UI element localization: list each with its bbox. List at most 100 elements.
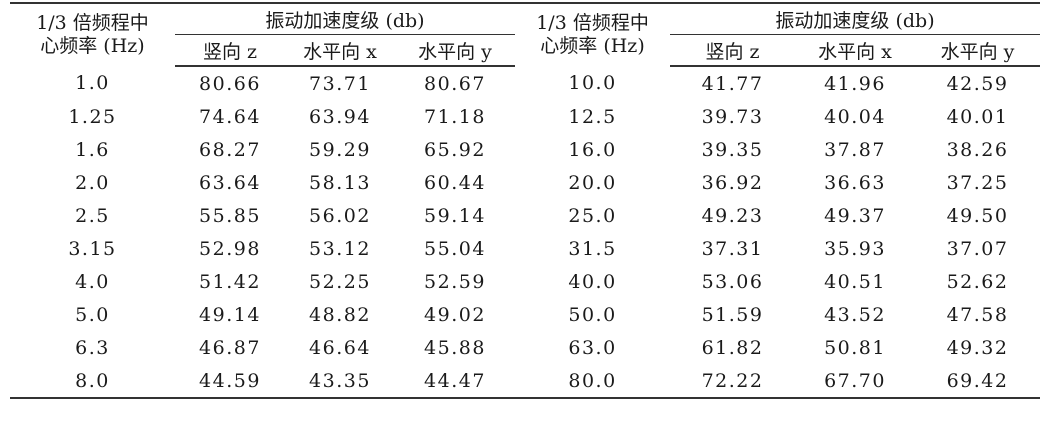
cell-frequency: 2.5	[75, 204, 110, 227]
table-row: 4.0 51.42 52.25 52.59 40.0 53.06 40.51 52.62	[10, 265, 1040, 298]
cell-frequency: 10.0	[568, 72, 617, 94]
table-row: 5.0 49.14 48.82 49.02 50.0 51.59 43.52 47.58	[10, 298, 1040, 331]
cell-horizontal-x: 73.71	[309, 72, 371, 95]
cell-vertical-z: 49.14	[199, 303, 261, 326]
cell-frequency: 4.0	[75, 270, 110, 293]
freq-col-header-right: 1/3 倍频程中 心频率 (Hz)	[515, 2, 671, 66]
cell-frequency: 1.0	[75, 72, 110, 94]
cell-frequency: 40.0	[568, 270, 617, 293]
freq-col-header-left: 1/3 倍频程中 心频率 (Hz)	[10, 2, 175, 66]
subheader-horizontal-x: 水平向 x	[285, 34, 395, 67]
vibration-acceleration-table: 1/3 倍频程中 心频率 (Hz) 振动加速度级 (db) 1/3 倍频程中 心…	[10, 2, 1041, 399]
freq-col-header-line1: 1/3 倍频程中	[36, 12, 149, 34]
cell-horizontal-x: 43.35	[285, 364, 395, 399]
cell-horizontal-y: 60.44	[424, 171, 486, 194]
cell-vertical-z: 80.66	[199, 72, 261, 95]
subheader-horizontal-y: 水平向 y	[395, 34, 516, 67]
table-row: 8.0 44.59 43.35 44.47 80.0 72.22 67.70 69.42	[10, 364, 1041, 399]
cell-horizontal-x: 49.37	[824, 204, 886, 227]
cell-vertical-z: 41.77	[701, 72, 764, 95]
cell-frequency: 25.0	[568, 204, 617, 227]
cell-horizontal-x: 53.12	[309, 237, 371, 260]
cell-frequency: 1.25	[68, 105, 117, 128]
cell-vertical-z: 53.06	[701, 270, 764, 293]
group-header-right: 振动加速度级 (db)	[670, 2, 1041, 35]
cell-horizontal-x: 41.96	[824, 72, 886, 95]
cell-horizontal-x: 37.87	[824, 138, 886, 161]
table-row: 1.0 80.66 73.71 80.67 10.0 41.77 41.96 42.59	[10, 66, 1040, 100]
cell-frequency: 6.3	[75, 336, 110, 359]
cell-horizontal-y: 45.88	[424, 336, 486, 359]
cell-horizontal-y: 49.32	[946, 336, 1009, 359]
cell-horizontal-y: 37.07	[946, 237, 1009, 260]
cell-frequency: 3.15	[68, 237, 117, 260]
cell-vertical-z: 63.64	[199, 171, 261, 194]
cell-horizontal-x: 46.64	[309, 336, 371, 359]
table-container: 1/3 倍频程中 心频率 (Hz) 振动加速度级 (db) 1/3 倍频程中 心…	[10, 2, 1041, 399]
cell-vertical-z: 39.35	[701, 138, 764, 161]
cell-frequency: 63.0	[568, 336, 617, 359]
cell-horizontal-x: 48.82	[309, 303, 371, 326]
cell-vertical-z: 72.22	[670, 364, 796, 399]
cell-horizontal-y: 40.01	[946, 105, 1009, 128]
cell-horizontal-x: 50.81	[824, 336, 886, 359]
subheader-horizontal-x: 水平向 x	[795, 34, 916, 67]
cell-frequency: 50.0	[568, 303, 617, 326]
cell-horizontal-x: 36.63	[824, 171, 886, 194]
cell-vertical-z: 68.27	[199, 138, 261, 161]
subheader-vertical-z: 竖向 z	[175, 34, 285, 67]
table-row: 1.25 74.64 63.94 71.18 12.5 39.73 40.04 40.01	[10, 100, 1040, 133]
cell-vertical-z: 51.59	[701, 303, 764, 326]
cell-vertical-z: 52.98	[199, 237, 261, 260]
cell-horizontal-y: 52.59	[424, 270, 486, 293]
cell-vertical-z: 37.31	[701, 237, 764, 260]
cell-horizontal-y: 37.25	[946, 171, 1009, 194]
cell-horizontal-x: 59.29	[309, 138, 371, 161]
group-header-left: 振动加速度级 (db)	[175, 2, 516, 35]
cell-horizontal-y: 52.62	[946, 270, 1009, 293]
cell-frequency: 8.0	[10, 364, 175, 399]
freq-col-header-line1: 1/3 倍频程中	[536, 12, 649, 34]
cell-vertical-z: 36.92	[701, 171, 764, 194]
cell-horizontal-y: 71.18	[424, 105, 486, 128]
cell-frequency: 80.0	[515, 364, 671, 399]
cell-horizontal-y: 59.14	[424, 204, 486, 227]
cell-frequency: 16.0	[568, 138, 617, 161]
cell-horizontal-y: 44.47	[395, 364, 516, 399]
cell-frequency: 2.0	[75, 171, 110, 194]
cell-vertical-z: 39.73	[701, 105, 764, 128]
cell-vertical-z: 55.85	[199, 204, 261, 227]
cell-horizontal-x: 43.52	[824, 303, 886, 326]
table-row: 1.6 68.27 59.29 65.92 16.0 39.35 37.87 38.26	[10, 133, 1040, 166]
cell-horizontal-x: 56.02	[309, 204, 371, 227]
table-row: 2.0 63.64 58.13 60.44 20.0 36.92 36.63 37.25	[10, 166, 1040, 199]
cell-horizontal-x: 58.13	[309, 171, 371, 194]
cell-horizontal-y: 49.50	[946, 204, 1009, 227]
freq-col-header-line2: 心频率 (Hz)	[40, 35, 145, 57]
cell-vertical-z: 74.64	[199, 105, 261, 128]
cell-horizontal-x: 52.25	[309, 270, 371, 293]
cell-vertical-z: 49.23	[701, 204, 764, 227]
cell-horizontal-y: 49.02	[424, 303, 486, 326]
cell-horizontal-x: 35.93	[824, 237, 886, 260]
cell-horizontal-x: 63.94	[309, 105, 371, 128]
table-row: 2.5 55.85 56.02 59.14 25.0 49.23 49.37 49.50	[10, 199, 1040, 232]
subheader-horizontal-y: 水平向 y	[915, 34, 1041, 67]
cell-horizontal-y: 38.26	[946, 138, 1009, 161]
cell-horizontal-y: 42.59	[946, 72, 1009, 95]
freq-col-header-line2: 心频率 (Hz)	[540, 35, 645, 57]
cell-vertical-z: 46.87	[199, 336, 261, 359]
cell-horizontal-x: 40.51	[824, 270, 886, 293]
cell-vertical-z: 61.82	[701, 336, 764, 359]
cell-frequency: 31.5	[568, 237, 617, 260]
cell-frequency: 1.6	[75, 138, 110, 161]
cell-vertical-z: 44.59	[175, 364, 285, 399]
cell-horizontal-y: 47.58	[946, 303, 1009, 326]
subheader-vertical-z: 竖向 z	[670, 34, 796, 67]
cell-horizontal-x: 40.04	[824, 105, 886, 128]
table-body: 1.0 80.66 73.71 80.67 10.0 41.77 41.96 42.59 1.2…	[10, 66, 1041, 399]
cell-horizontal-x: 67.70	[795, 364, 916, 399]
table-row: 3.15 52.98 53.12 55.04 31.5 37.31 35.93 37.07	[10, 232, 1040, 265]
cell-frequency: 5.0	[75, 303, 110, 326]
cell-horizontal-y: 55.04	[424, 237, 486, 260]
